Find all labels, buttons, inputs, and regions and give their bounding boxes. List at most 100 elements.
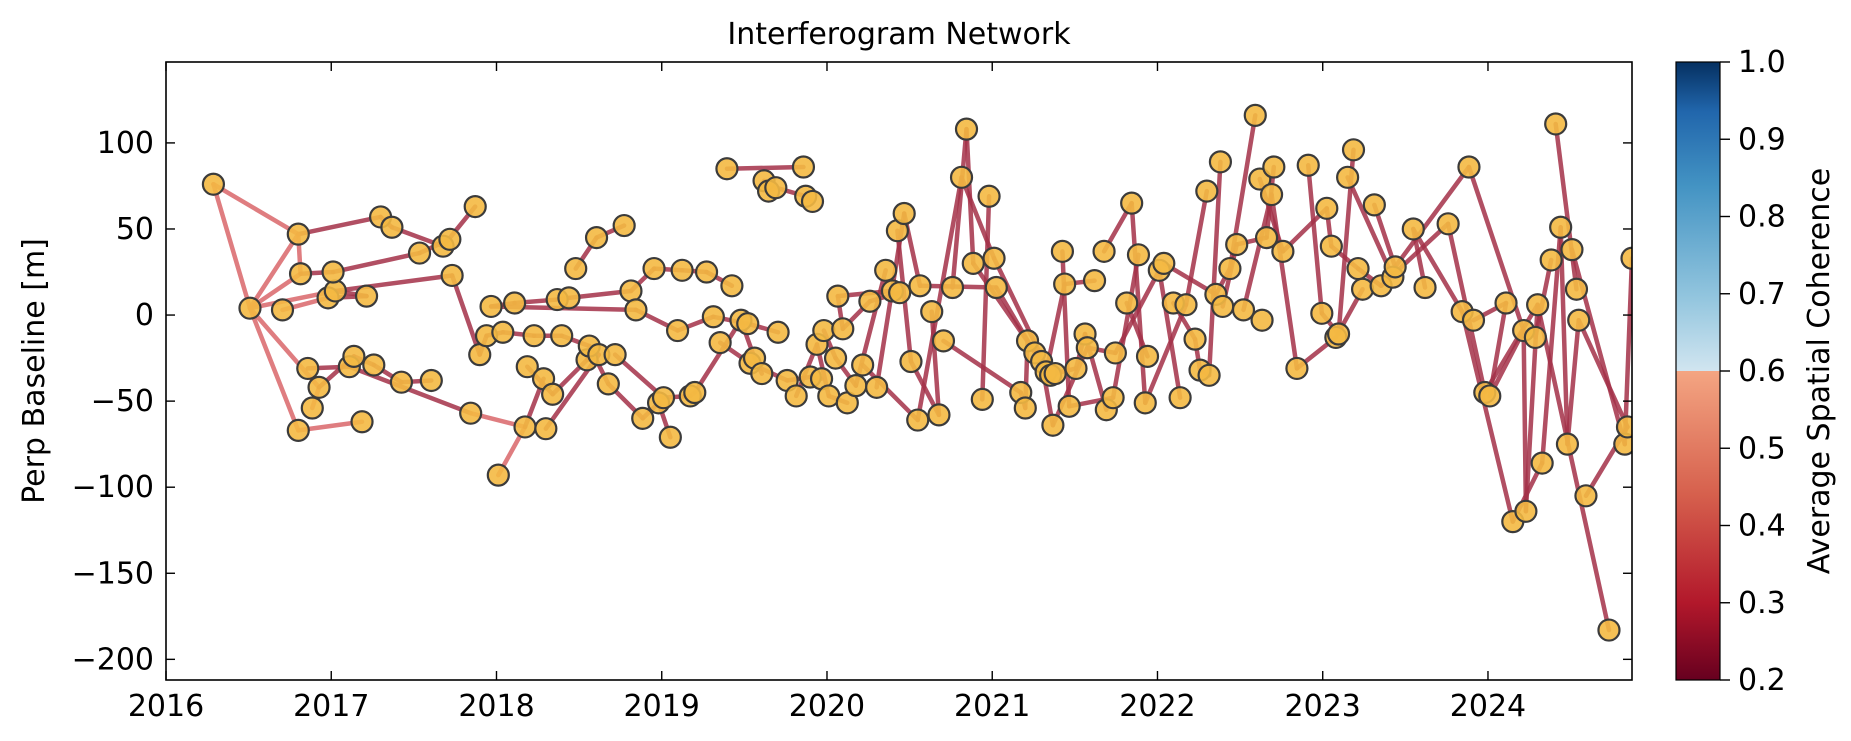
acquisition-node bbox=[486, 463, 510, 487]
acquisition-node bbox=[323, 279, 347, 303]
acquisition-node bbox=[1296, 153, 1320, 177]
network-edge bbox=[1622, 255, 1632, 447]
network-edge bbox=[1565, 317, 1581, 447]
acquisition-node bbox=[831, 317, 855, 341]
acquisition-node bbox=[984, 275, 1008, 300]
acquisition-node bbox=[906, 408, 930, 432]
chart-title: Interferogram Network bbox=[727, 17, 1071, 52]
acquisition-node bbox=[1567, 308, 1591, 332]
acquisition-node bbox=[1168, 386, 1192, 410]
network-edge bbox=[1411, 226, 1465, 314]
acquisition-node bbox=[1620, 246, 1632, 270]
network-edge bbox=[1535, 302, 1612, 633]
acquisition-node bbox=[736, 312, 760, 336]
acquisition-node bbox=[515, 355, 539, 379]
acquisition-node bbox=[534, 417, 558, 441]
acquisition-node bbox=[1195, 179, 1219, 203]
plot-frame bbox=[165, 61, 1633, 681]
acquisition-node bbox=[1064, 356, 1088, 381]
acquisition-node bbox=[1174, 293, 1198, 317]
acquisition-node bbox=[407, 241, 432, 265]
acquisition-node bbox=[1254, 225, 1279, 250]
acquisition-node bbox=[899, 349, 923, 374]
acquisition-node bbox=[1362, 193, 1386, 217]
acquisition-node bbox=[1413, 275, 1437, 300]
y-tick-label: 100 bbox=[97, 126, 154, 161]
network-edge bbox=[692, 317, 744, 395]
colorbar-tick-label: 0.6 bbox=[1738, 354, 1786, 389]
acquisition-node bbox=[596, 372, 620, 396]
acquisition-node bbox=[892, 201, 916, 226]
acquisition-node bbox=[720, 274, 744, 298]
acquisition-node bbox=[1615, 415, 1632, 439]
x-tick-label: 2018 bbox=[458, 689, 534, 724]
acquisition-node bbox=[1075, 336, 1099, 360]
colorbar-tick-label: 0.5 bbox=[1738, 431, 1786, 466]
network-edge bbox=[1305, 163, 1325, 316]
network-edge bbox=[1143, 302, 1189, 406]
acquisition-node bbox=[812, 318, 836, 343]
acquisition-node bbox=[1057, 394, 1081, 418]
acquisition-node bbox=[270, 298, 295, 322]
colorbar-gradient bbox=[1675, 61, 1721, 681]
acquisition-node bbox=[1574, 484, 1598, 508]
acquisition-node bbox=[1092, 239, 1116, 263]
plot-area: 2016 2017 2018 2019 2020 2021 2022 2023 2024 100… bbox=[72, 61, 1633, 724]
network-edge bbox=[247, 231, 301, 311]
acquisition-node bbox=[1560, 238, 1584, 262]
acquisition-node bbox=[874, 258, 898, 282]
acquisition-node bbox=[865, 375, 889, 399]
acquisition-node bbox=[584, 225, 609, 250]
network-edge bbox=[1576, 317, 1630, 430]
acquisition-node bbox=[1526, 293, 1550, 317]
acquisition-node bbox=[1243, 103, 1267, 127]
y-tick-label: −200 bbox=[72, 642, 154, 677]
network-edge bbox=[950, 126, 969, 290]
acquisition-node bbox=[1115, 291, 1139, 315]
acquisition-node bbox=[631, 406, 655, 430]
acquisition-node bbox=[1218, 256, 1242, 281]
acquisition-node bbox=[1126, 243, 1151, 267]
acquisition-node bbox=[844, 374, 868, 398]
acquisition-node bbox=[541, 382, 565, 406]
acquisition-node bbox=[1555, 432, 1580, 456]
network-edge bbox=[1345, 175, 1396, 280]
acquisition-node bbox=[513, 415, 537, 439]
acquisition-node bbox=[1250, 308, 1274, 332]
acquisition-node bbox=[970, 387, 994, 412]
x-tick-label: 2019 bbox=[624, 689, 700, 724]
network-edge bbox=[247, 305, 301, 433]
acquisition-node bbox=[354, 284, 379, 308]
acquisition-node bbox=[342, 344, 366, 368]
network-edge bbox=[296, 214, 383, 237]
acquisition-node bbox=[1597, 618, 1621, 642]
acquisition-node bbox=[1197, 363, 1221, 387]
acquisition-node bbox=[1478, 384, 1502, 408]
network-edge bbox=[449, 273, 482, 357]
acquisition-node bbox=[459, 401, 483, 425]
acquisition-node bbox=[784, 384, 808, 408]
acquisition-node bbox=[701, 305, 725, 329]
acquisition-node bbox=[389, 370, 414, 394]
y-tick-label: −50 bbox=[91, 384, 154, 419]
acquisition-node bbox=[823, 346, 848, 370]
acquisition-node bbox=[791, 155, 816, 179]
acquisition-node bbox=[479, 294, 503, 319]
y-tick-label: 0 bbox=[135, 298, 154, 333]
acquisition-node bbox=[1336, 165, 1360, 189]
acquisition-node bbox=[557, 286, 581, 310]
network-edge bbox=[1206, 159, 1223, 378]
acquisition-node bbox=[380, 215, 404, 239]
x-axis-ticks: 2016 2017 2018 2019 2020 2021 2022 2023 2024 bbox=[128, 62, 1526, 724]
acquisition-node bbox=[665, 318, 690, 343]
acquisition-node bbox=[1350, 277, 1375, 301]
acquisition-node bbox=[350, 410, 374, 434]
acquisition-node bbox=[624, 298, 648, 322]
network-edge bbox=[1482, 302, 1540, 395]
acquisition-node bbox=[1101, 386, 1125, 410]
acquisition-node bbox=[888, 281, 912, 305]
acquisition-node bbox=[1539, 248, 1563, 272]
acquisition-node bbox=[1120, 191, 1144, 215]
acquisition-node bbox=[1310, 301, 1334, 325]
